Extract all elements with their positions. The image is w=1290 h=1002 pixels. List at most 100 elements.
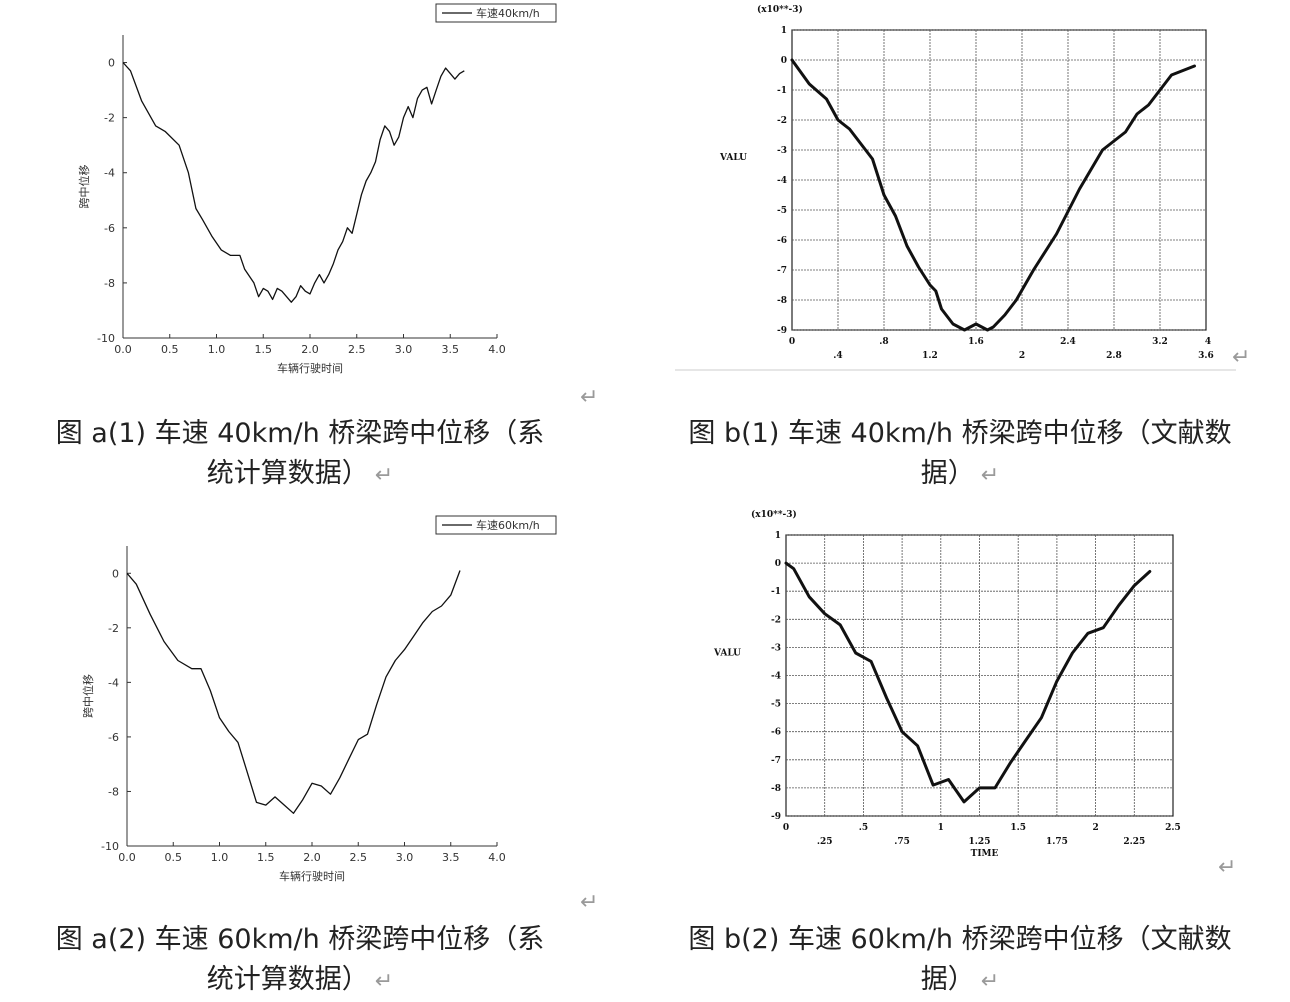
chart-a1: 0.0 0.5 1.0 1.5 2.0 2.5 3.0 3.5 4.0 0 -2 -4 -6 -8 -10 车… — [30, 0, 590, 390]
series-line — [126, 570, 461, 814]
caption-a1: 图 a(1) 车速 40km/h 桥梁跨中位移（系 统计算数据） ↵ — [20, 414, 580, 496]
x-tick-label: .4 — [833, 351, 842, 361]
series-line — [784, 561, 1152, 804]
x-tick-label: 3.0 — [395, 343, 413, 356]
y-tick-label: -8 — [108, 785, 119, 798]
y-tick-label: -6 — [108, 731, 119, 744]
x-tick-label: 2.8 — [1106, 351, 1122, 361]
x-tick-label: 2.25 — [1123, 837, 1145, 847]
y-tick-label: 0 — [108, 57, 115, 70]
return-mark: ↵ — [1218, 855, 1237, 880]
x-tick-label: 2.5 — [350, 851, 368, 864]
y-tick-label: -3 — [771, 643, 781, 653]
chart-b1: 1 0 -1 -2 -3 -4 -5 -6 -7 -8 -9 0.8 1.6 2.4 3.2 4.4 1.2 2 2… — [675, 0, 1275, 380]
scale-label: (x10**-3) — [757, 4, 803, 15]
x-axis-label: 车辆行驶时间 — [277, 361, 343, 375]
return-mark: ↵ — [580, 385, 599, 410]
legend-box — [435, 515, 557, 535]
x-tick-label: 1.75 — [1046, 837, 1068, 847]
y-tick-label: -10 — [101, 840, 119, 853]
y-tick-label: -7 — [777, 266, 787, 276]
x-tick-label: 2 — [1019, 351, 1025, 361]
chart-a2-svg: 0.0 0.5 1.0 1.5 2.0 2.5 3.0 3.5 4.0 0 -2 -4 -6 -8 -10 车… — [81, 515, 557, 883]
x-tick-label: 2.4 — [1060, 337, 1076, 347]
y-tick-label: -1 — [771, 587, 781, 597]
caption-b1: 图 b(1) 车速 40km/h 桥梁跨中位移（文献数 据） ↵ — [650, 414, 1270, 496]
y-tick-label: -9 — [771, 812, 781, 822]
y-axis-label: 跨中位移 — [81, 674, 95, 718]
y-tick-label: -4 — [777, 176, 787, 186]
y-tick-label: -8 — [777, 296, 787, 306]
x-tick-label: 2 — [1092, 823, 1098, 833]
y-tick-label: -1 — [777, 86, 787, 96]
x-tick-label: 2.5 — [348, 343, 366, 356]
x-tick-label: 3.6 — [1198, 351, 1214, 361]
x-tick-label: 0.0 — [114, 343, 132, 356]
return-mark: ↵ — [980, 969, 1000, 994]
x-tick-label: 3.0 — [396, 851, 414, 864]
chart-b2: 1 0 -1 -2 -3 -4 -5 -6 -7 -8 -9 0.5 1 1.5 2 2.5.25.75 1.2… — [680, 505, 1240, 885]
chart-b2-svg: 10-1-2-3-4-5-6-7-8-90.5 1 1.5 2 2.5.25.75 1.2… — [713, 509, 1181, 859]
chart-a1-svg: 0.0 0.5 1.0 1.5 2.0 2.5 3.0 3.5 4.0 0 -2 -4 -6 -8 -10 车… — [77, 3, 557, 375]
y-tick-label: -5 — [777, 206, 787, 216]
legend-box — [435, 3, 557, 23]
legend-label: 车速40km/h — [476, 6, 540, 20]
x-tick-label: .5 — [859, 823, 868, 833]
caption-b2-line1: 图 b(2) 车速 60km/h 桥梁跨中位移（文献数 — [650, 920, 1270, 960]
caption-b2-text2: 据） — [920, 964, 975, 995]
x-tick-label: 1.6 — [968, 337, 984, 347]
scale-label: (x10**-3) — [751, 509, 797, 520]
caption-b1-line2: 据） ↵ — [650, 454, 1270, 496]
legend-label: 车速60km/h — [476, 518, 540, 532]
x-tick-label: .8 — [879, 337, 888, 347]
y-tick-label: -2 — [771, 615, 781, 625]
y-tick-label: 0 — [781, 56, 787, 66]
caption-b1-line1: 图 b(1) 车速 40km/h 桥梁跨中位移（文献数 — [650, 414, 1270, 454]
x-tick-label: 1 — [938, 823, 944, 833]
x-tick-label: 1.5 — [255, 343, 273, 356]
x-tick-label: 4 — [1205, 337, 1211, 347]
x-tick-label: 4.0 — [488, 343, 506, 356]
caption-a1-line1: 图 a(1) 车速 40km/h 桥梁跨中位移（系 — [20, 414, 580, 454]
y-tick-label: -6 — [104, 222, 115, 235]
x-tick-label: 3.5 — [442, 851, 460, 864]
y-axis-label: VALU — [719, 153, 747, 163]
y-tick-label: -8 — [771, 784, 781, 794]
x-tick-label: 4.0 — [488, 851, 506, 864]
x-axis-label: 车辆行驶时间 — [279, 869, 345, 883]
return-mark: ↵ — [374, 969, 394, 994]
y-tick-label: -4 — [104, 167, 115, 180]
return-mark: ↵ — [1232, 345, 1251, 370]
y-tick-label: -3 — [777, 146, 787, 156]
x-tick-label: 2.0 — [303, 851, 321, 864]
y-tick-label: 1 — [781, 26, 787, 36]
caption-a1-line2: 统计算数据） ↵ — [20, 454, 580, 496]
caption-b1-text: 图 b(1) 车速 40km/h 桥梁跨中位移（文献数 — [688, 418, 1232, 449]
caption-b2-text: 图 b(2) 车速 60km/h 桥梁跨中位移（文献数 — [688, 924, 1232, 955]
x-tick-label: 0.5 — [165, 851, 183, 864]
x-tick-label: .25 — [817, 837, 833, 847]
x-axis-label: TIME — [971, 849, 999, 859]
x-tick-label: 2.5 — [1165, 823, 1181, 833]
y-tick-label: -2 — [777, 116, 787, 126]
x-tick-label: 0 — [789, 337, 795, 347]
x-tick-label: 0.0 — [118, 851, 136, 864]
chart-b1-svg: 10-1-2-3-4-5-6-7-8-90.8 1.6 2.4 3.2 4.4 1.2 2 2… — [675, 4, 1236, 371]
x-tick-label: 0 — [783, 823, 789, 833]
caption-a2-line2: 统计算数据） ↵ — [20, 960, 580, 1002]
y-tick-label: 1 — [775, 531, 781, 541]
chart-a2: 0.0 0.5 1.0 1.5 2.0 2.5 3.0 3.5 4.0 0 -2 -4 -6 -8 -10 车… — [30, 508, 590, 898]
y-tick-label: -9 — [777, 326, 787, 336]
caption-b2-line2: 据） ↵ — [650, 960, 1270, 1002]
x-tick-label: 1.2 — [922, 351, 938, 361]
caption-b2: 图 b(2) 车速 60km/h 桥梁跨中位移（文献数 据） ↵ — [650, 920, 1270, 1002]
return-mark: ↵ — [374, 463, 394, 488]
y-tick-label: -2 — [104, 112, 115, 125]
y-axis-label: 跨中位移 — [77, 165, 91, 209]
caption-b1-text2: 据） — [920, 458, 975, 489]
x-tick-label: 0.5 — [161, 343, 179, 356]
caption-a2-text: 图 a(2) 车速 60km/h 桥梁跨中位移（系 — [55, 924, 545, 955]
y-tick-label: -4 — [108, 676, 119, 689]
x-tick-label: 1.0 — [208, 343, 226, 356]
y-tick-label: -7 — [771, 756, 781, 766]
